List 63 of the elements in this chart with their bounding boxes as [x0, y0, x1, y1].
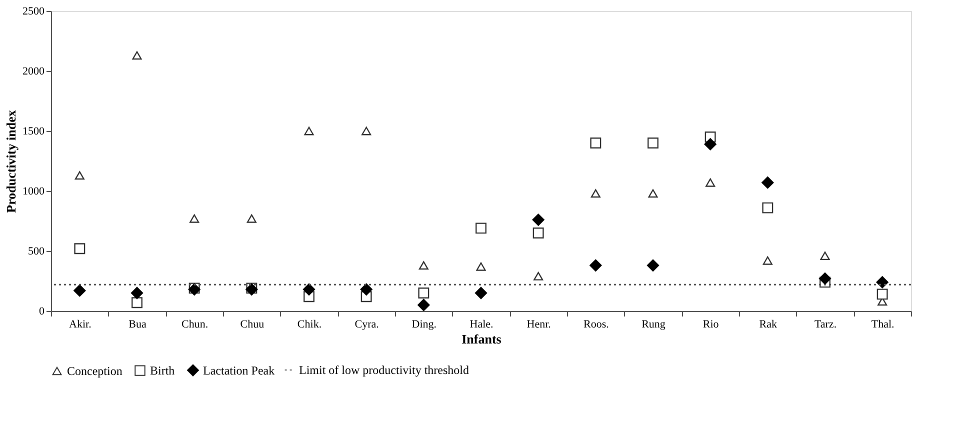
- point: [648, 189, 658, 198]
- x-tick-label: Thal.: [871, 318, 895, 330]
- x-tick-label: Roos.: [583, 318, 610, 330]
- point: [74, 243, 86, 254]
- point: [132, 51, 142, 60]
- point: [590, 259, 602, 272]
- legend-label: Conception: [67, 364, 122, 378]
- point: [762, 256, 772, 265]
- point: [130, 286, 144, 300]
- x-tick-label: Rio: [702, 318, 720, 330]
- x-tick-label: Rak: [759, 318, 778, 330]
- point: [534, 272, 544, 280]
- x-tick-label: Chik.: [297, 318, 322, 330]
- point: [418, 288, 430, 298]
- y-tick-label: 2500: [22, 6, 45, 18]
- point: [762, 202, 774, 214]
- legend-label: Limit of low productivity threshold: [299, 363, 469, 377]
- y-tick-label: 0: [39, 306, 45, 318]
- point: [532, 214, 544, 226]
- point: [302, 283, 316, 296]
- x-tick-label: Cyra.: [354, 318, 380, 330]
- point: [820, 252, 830, 260]
- point: [646, 259, 660, 272]
- point: [532, 228, 544, 238]
- point: [704, 138, 716, 150]
- x-tick-label: Akir.: [69, 318, 92, 330]
- x-tick-label: Hale.: [470, 318, 494, 330]
- x-tick-label: Rung: [642, 318, 666, 330]
- point: [474, 286, 488, 300]
- point: [818, 272, 832, 285]
- point: [476, 262, 486, 271]
- y-axis-title: Productivity index: [4, 110, 18, 213]
- point: [418, 298, 430, 312]
- point: [590, 189, 600, 198]
- point: [246, 214, 256, 223]
- x-tick-label: Henr.: [526, 318, 552, 330]
- y-tick-label: 500: [28, 246, 45, 258]
- x-tick-label: Chuu: [240, 318, 265, 330]
- point: [876, 288, 888, 300]
- y-tick-label: 1500: [22, 126, 45, 138]
- point: [590, 138, 602, 148]
- legend-label: Birth: [150, 364, 175, 378]
- x-tick-label: Tarz.: [814, 318, 837, 330]
- x-tick-label: Chun.: [182, 318, 208, 330]
- point: [476, 222, 486, 234]
- x-tick-label: Ding.: [412, 318, 437, 330]
- point: [648, 138, 658, 148]
- x-tick-label: Bua: [128, 318, 146, 330]
- point: [362, 126, 372, 136]
- x-axis-title: Infants: [462, 332, 502, 346]
- legend-label: Lactation Peak: [203, 363, 275, 378]
- point: [418, 261, 428, 270]
- point: [74, 171, 84, 180]
- point: [190, 214, 200, 223]
- point: [706, 178, 716, 187]
- point: [132, 297, 142, 308]
- point: [304, 126, 314, 136]
- point: [762, 176, 774, 189]
- point: [360, 283, 372, 296]
- point: [876, 276, 888, 288]
- point: [74, 284, 86, 297]
- y-tick-label: 2000: [22, 66, 45, 78]
- y-tick-label: 1000: [22, 186, 45, 198]
